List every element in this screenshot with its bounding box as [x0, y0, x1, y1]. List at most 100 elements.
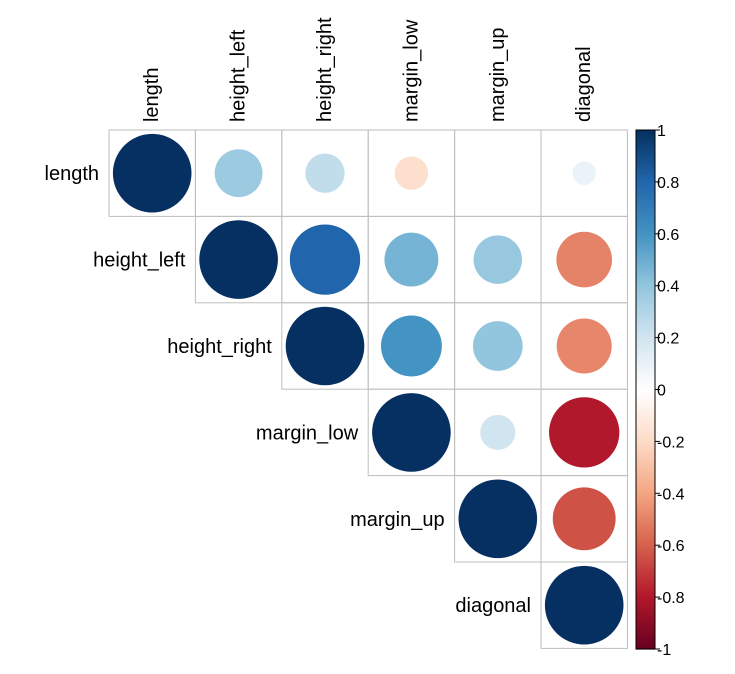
colorbar-segment — [636, 220, 655, 225]
row-label: height_right — [167, 336, 272, 358]
colorbar-segment — [636, 641, 655, 645]
colorbar-segment — [636, 501, 655, 505]
colorbar-segment — [636, 436, 655, 440]
colorbar-segment — [636, 591, 655, 596]
colorbar-segment — [636, 412, 655, 417]
colorbar-segment — [636, 218, 655, 222]
colorbar-segment — [636, 542, 655, 546]
colorbar-segment — [636, 451, 655, 455]
colorbar-segment — [636, 646, 655, 650]
colorbar-segment — [636, 560, 655, 564]
colorbar-segment — [636, 503, 655, 507]
correlation-circle — [572, 161, 596, 185]
colorbar-segment — [636, 399, 655, 404]
colorbar-segment — [636, 176, 655, 180]
colorbar-segment — [636, 633, 655, 637]
colorbar-segment — [636, 607, 655, 611]
correlation-circle — [289, 224, 361, 295]
colorbar-segment — [636, 350, 655, 354]
colorbar-segment — [636, 456, 655, 461]
colorbar-segment — [636, 573, 655, 577]
colorbar-segment — [636, 576, 655, 580]
colorbar-segment — [636, 428, 655, 432]
colorbar-segment — [636, 407, 655, 411]
colorbar-tick-label: -0.6 — [657, 538, 685, 555]
colorbar-segment — [636, 402, 655, 406]
colorbar-segment — [636, 340, 655, 344]
colorbar-segment — [636, 226, 655, 230]
colorbar-segment — [636, 394, 655, 398]
column-labels: length height_left height_right margin_low m… — [141, 17, 595, 122]
column-label: height_left — [228, 29, 250, 122]
colorbar-segment — [636, 207, 655, 212]
colorbar-segment — [636, 233, 655, 237]
colorbar-segment — [636, 293, 655, 297]
colorbar-segment — [636, 514, 655, 518]
colorbar-segment — [636, 150, 655, 154]
colorbar-segment — [636, 200, 655, 204]
correlation-circle — [544, 565, 624, 645]
colorbar-segment — [636, 215, 655, 219]
colorbar-segment — [636, 568, 655, 572]
colorbar-segment — [636, 319, 655, 323]
colorbar-segment — [636, 578, 655, 583]
colorbar-segment — [636, 360, 655, 365]
grid-cell — [540, 561, 628, 649]
correlation-circle — [458, 479, 538, 559]
colorbar-segment — [636, 482, 655, 487]
colorbar-segment — [636, 363, 655, 367]
colorbar-segment — [636, 163, 655, 167]
colorbar-segment — [636, 153, 655, 157]
colorbar-segment — [636, 508, 655, 513]
colorbar-tick-label: -0.8 — [657, 590, 685, 607]
colorbar-segment — [636, 386, 655, 391]
colorbar-segment — [636, 425, 655, 430]
colorbar-segment — [636, 454, 655, 458]
colorbar-segment — [636, 532, 655, 536]
colorbar-segment — [636, 521, 655, 526]
colorbar-segment — [636, 636, 655, 640]
colorbar-segment — [636, 171, 655, 175]
column-label: diagonal — [573, 46, 595, 122]
colorbar-segment — [636, 202, 655, 206]
colorbar-segment — [636, 309, 655, 313]
colorbar-segment — [636, 148, 655, 152]
colorbar-segment — [636, 251, 655, 256]
colorbar-segment — [636, 246, 655, 250]
colorbar-segment — [636, 449, 655, 453]
colorbar-segment — [636, 296, 655, 300]
colorbar-segment — [636, 345, 655, 349]
colorbar-segment — [636, 594, 655, 598]
colorbar-segment — [636, 628, 655, 632]
colorbar-segment — [636, 262, 655, 266]
colorbar-segment — [636, 552, 655, 557]
correlation-circle — [384, 232, 439, 287]
colorbar-segment — [636, 524, 655, 528]
colorbar-segment — [636, 270, 655, 274]
colorbar-segment — [636, 477, 655, 481]
correlation-circle — [372, 393, 451, 472]
colorbar-segment — [636, 581, 655, 585]
colorbar-segment — [636, 397, 655, 401]
colorbar-tick-label: 0 — [657, 383, 666, 400]
colorbar-segment — [636, 213, 655, 217]
colorbar-segment — [636, 638, 655, 642]
colorbar-segment — [636, 381, 655, 385]
colorbar-segment — [636, 228, 655, 232]
correlation-circle — [112, 133, 192, 213]
colorbar-segment — [636, 545, 655, 549]
colorbar-segment — [636, 197, 655, 201]
colorbar-segment — [636, 490, 655, 494]
correlation-circle — [556, 231, 612, 288]
correlation-circle — [480, 414, 516, 450]
colorbar-segment — [636, 288, 655, 292]
colorbar-segment — [636, 599, 655, 603]
correlation-circle — [394, 156, 429, 190]
colorbar-segment — [636, 431, 655, 435]
column-label: margin_low — [400, 19, 422, 122]
colorbar-segment — [636, 316, 655, 321]
correlation-circle — [556, 318, 612, 374]
colorbar-segment — [636, 373, 655, 378]
colorbar-segment — [636, 192, 655, 196]
